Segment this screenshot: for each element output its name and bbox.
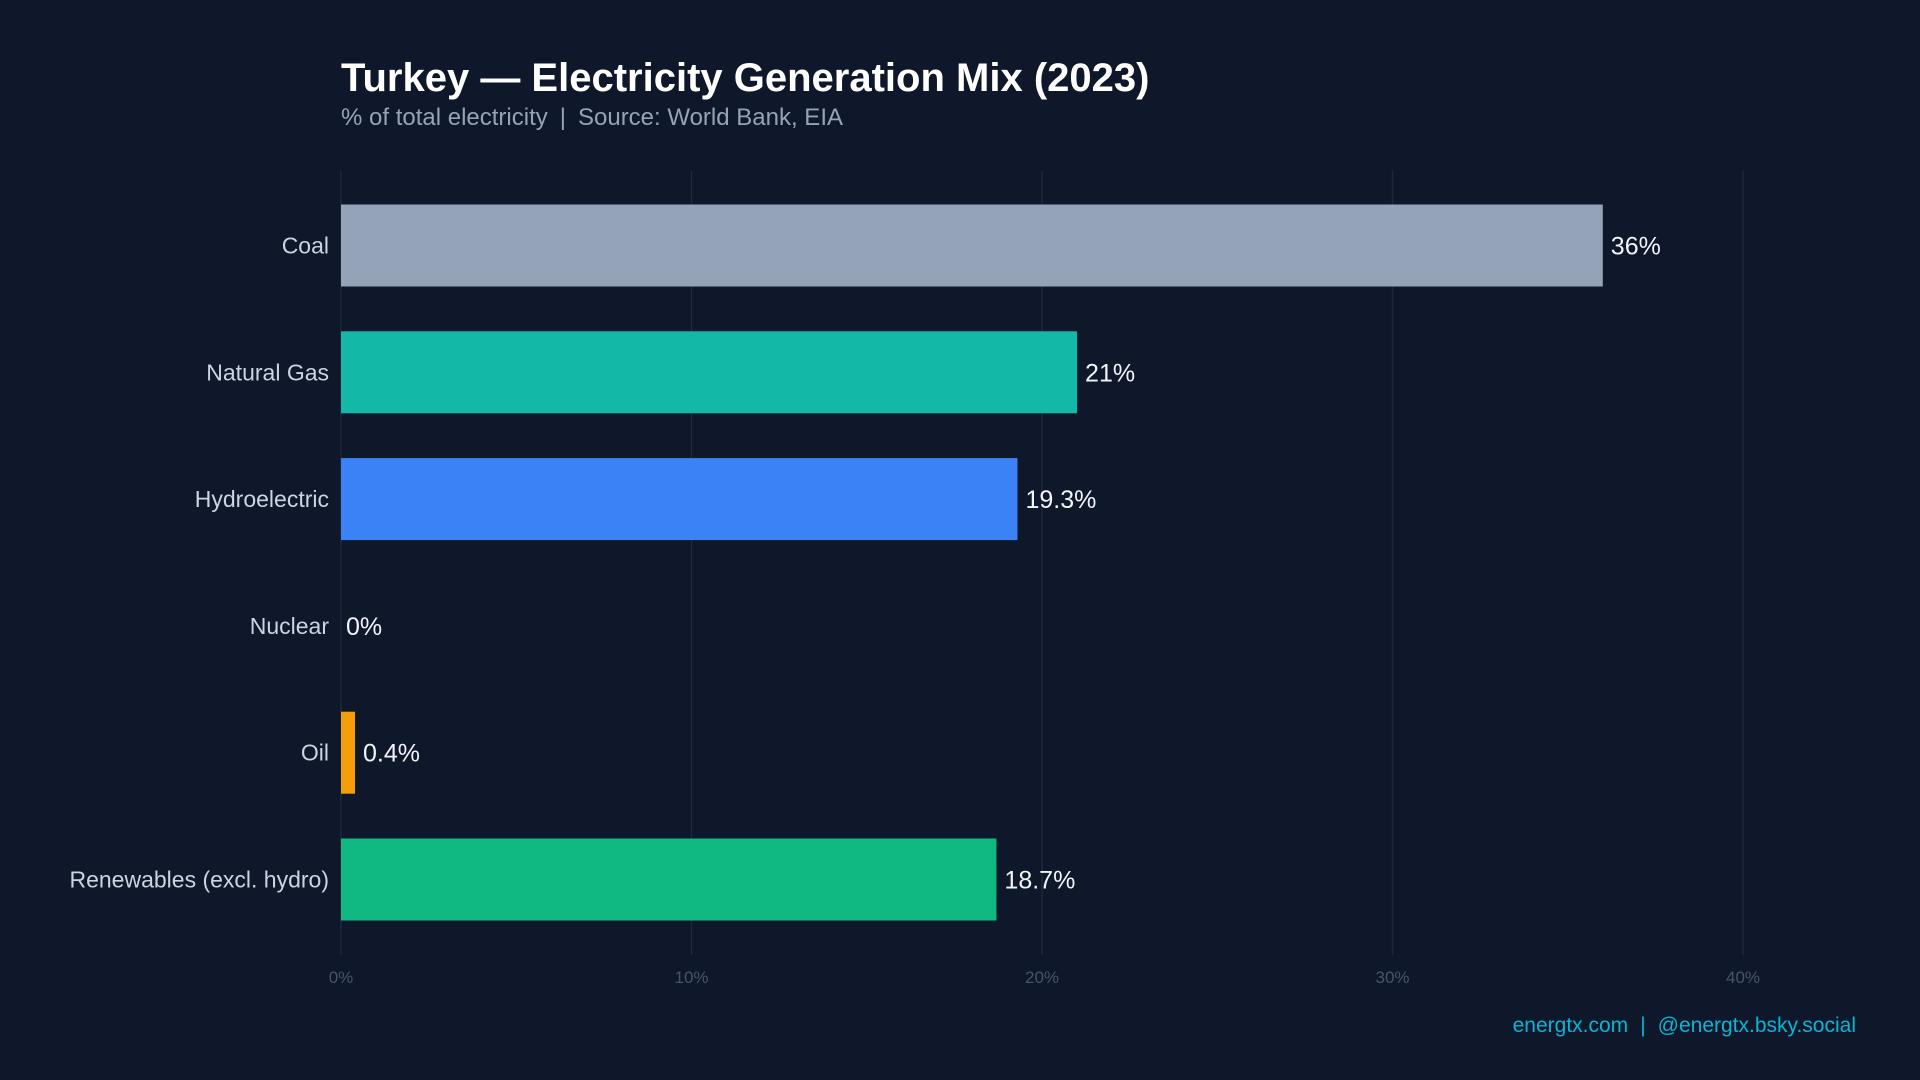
category-label: Renewables (excl. hydro) [69,867,329,893]
value-label: 18.7% [1004,867,1075,895]
x-tick-label: 40% [1726,968,1760,987]
x-tick-label: 20% [1025,968,1059,987]
subtitle-source: Source: World Bank, EIA [577,104,843,131]
bar-coal [341,204,1603,287]
subtitle-separator: | [559,104,566,131]
bar-natural-gas [341,331,1078,414]
x-tick-label: 0% [329,968,354,987]
footer-social[interactable]: @energtx.bsky.social [1657,1014,1856,1037]
bar-renewables-excl-hydro- [341,838,997,921]
category-label: Nuclear [250,613,330,639]
bar-oil [341,711,356,794]
chart-subtitle: % of total electricity | Source: World Ban… [341,104,843,132]
value-label: 36% [1611,233,1661,261]
category-label: Oil [301,740,329,766]
subtitle-unit: % of total electricity [341,104,548,131]
bar-hydroelectric [341,458,1018,541]
category-label: Hydroelectric [195,486,329,512]
x-tick-label: 10% [674,968,708,987]
category-label: Coal [282,233,329,259]
value-label: 0.4% [363,740,420,768]
chart-title: Turkey — Electricity Generation Mix (202… [341,56,1150,100]
value-label: 19.3% [1025,486,1096,514]
value-label: 0% [346,613,382,641]
footer-credits: energtx.com | @energtx.bsky.social [1513,1014,1856,1038]
footer-separator: | [1640,1014,1646,1037]
footer-site[interactable]: energtx.com [1512,1014,1629,1037]
x-tick-label: 30% [1375,968,1409,987]
value-label: 21% [1085,359,1135,387]
category-label: Natural Gas [206,359,329,385]
